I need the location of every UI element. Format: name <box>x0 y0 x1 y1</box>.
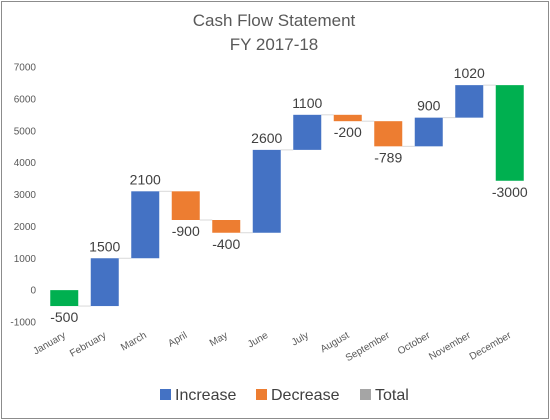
bar-august <box>333 114 362 122</box>
data-label: -900 <box>172 223 200 239</box>
data-label: -400 <box>212 236 240 252</box>
x-tick-label: September <box>344 330 392 364</box>
chart-subtitle: FY 2017-18 <box>230 35 319 54</box>
data-labels: -500 1500 2100 -900 -400 2600 1100 -200 -789 900 1… <box>50 65 528 325</box>
data-label: -200 <box>334 124 362 140</box>
data-label: -500 <box>50 309 78 325</box>
bar-february <box>90 258 119 307</box>
bar-september <box>374 121 403 147</box>
x-tick-label: June <box>246 330 271 351</box>
data-label: 2100 <box>130 171 161 187</box>
x-tick-label: November <box>427 330 473 363</box>
x-tick-label: March <box>119 330 149 353</box>
data-label: -3000 <box>492 184 528 200</box>
x-tick-label: January <box>31 330 67 357</box>
data-label: 2600 <box>251 130 282 146</box>
y-tick-label: 1000 <box>14 254 37 265</box>
x-tick-label: December <box>468 330 514 363</box>
data-label: 1020 <box>454 65 485 81</box>
data-label: 1500 <box>89 238 120 254</box>
y-tick-label: 7000 <box>14 63 37 74</box>
connector-lines <box>78 84 496 307</box>
bar-march <box>131 191 160 259</box>
x-tick-label: August <box>319 330 352 355</box>
bar-june <box>252 149 281 233</box>
y-tick-label: -1000 <box>10 318 36 329</box>
y-axis: -1000 0 1000 2000 3000 4000 5000 6000 7000 <box>10 63 36 329</box>
x-tick-label: July <box>290 330 311 348</box>
x-tick-label: May <box>208 330 230 349</box>
x-tick-label: April <box>166 330 189 350</box>
legend-swatch-increase <box>160 389 171 400</box>
bar-december <box>495 85 524 181</box>
y-tick-label: 2000 <box>14 222 37 233</box>
legend: Increase Decrease Total <box>160 387 409 404</box>
bar-july <box>293 114 322 150</box>
bar-may <box>212 220 241 233</box>
y-tick-label: 6000 <box>14 94 37 105</box>
y-tick-label: 3000 <box>14 190 37 201</box>
bar-november <box>455 85 484 118</box>
legend-label-increase: Increase <box>175 387 236 404</box>
bars <box>50 85 524 307</box>
y-tick-label: 5000 <box>14 126 37 137</box>
chart-title: Cash Flow Statement <box>193 11 356 30</box>
data-label: 1100 <box>292 95 322 111</box>
x-tick-label: February <box>68 330 108 360</box>
x-axis: January February March April May June July Augu… <box>31 330 513 364</box>
data-label: 900 <box>417 98 441 114</box>
legend-swatch-decrease <box>256 389 267 400</box>
legend-swatch-total <box>360 389 371 400</box>
bar-january <box>50 290 79 307</box>
bar-october <box>414 117 443 147</box>
legend-label-total: Total <box>375 387 409 404</box>
y-tick-label: 4000 <box>14 158 37 169</box>
legend-label-decrease: Decrease <box>271 387 340 404</box>
y-tick-label: 0 <box>30 286 36 297</box>
bar-april <box>171 191 200 220</box>
data-label: -789 <box>374 149 402 165</box>
